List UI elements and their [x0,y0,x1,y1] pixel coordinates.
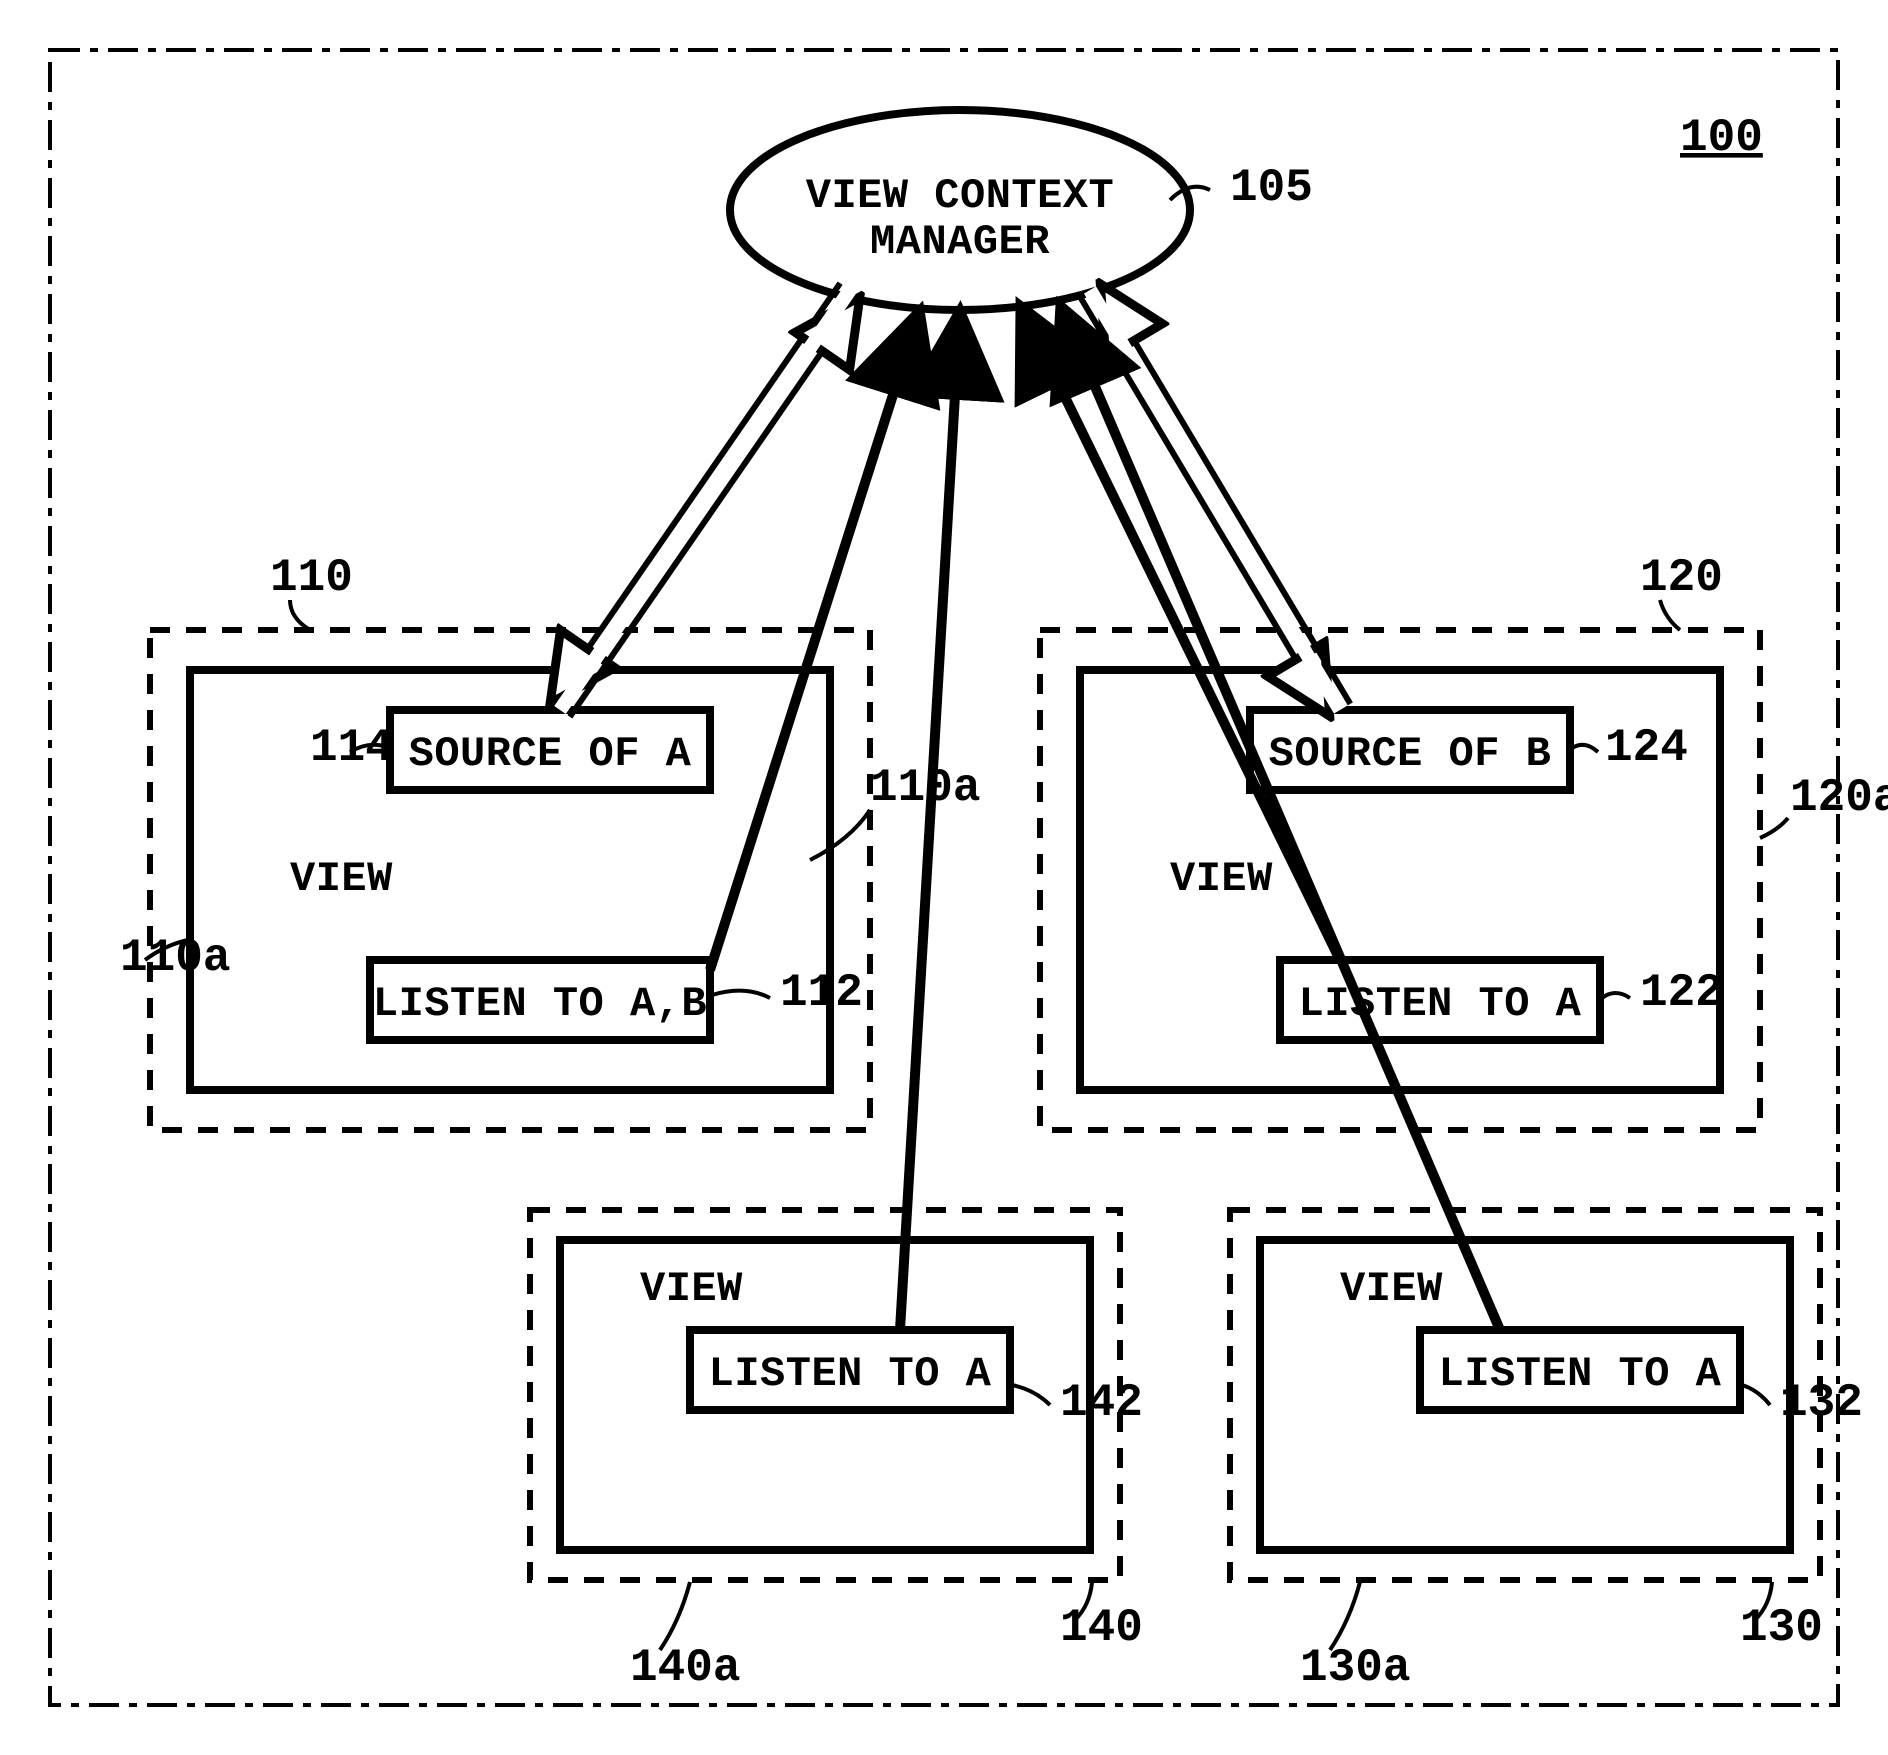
node-src_b-label: SOURCE OF B [1269,730,1552,778]
ref-label-132: 132 [1780,1377,1863,1429]
ref-label-110a: 110a [120,932,230,984]
node-listen_a_130-label: LISTEN TO A [1439,1350,1722,1398]
node-listen_a_120-label: LISTEN TO A [1299,980,1582,1028]
ref-label-112: 112 [780,967,863,1019]
ref-label-140a: 140a [630,1642,740,1694]
node-view130-innerlabel: VIEW [1340,1265,1443,1313]
ref-label-140: 140 [1060,1602,1143,1654]
ref-label-110: 110 [270,552,353,604]
node-src_a-label: SOURCE OF A [409,730,692,778]
ref-label-130a: 130a [1300,1642,1410,1694]
ref-label-130: 130 [1740,1602,1823,1654]
node-listen_a_140-label: LISTEN TO A [709,1350,992,1398]
node-listen_ab-label: LISTEN TO A,B [373,980,707,1028]
node-view110-innerlabel: VIEW [290,855,393,903]
figure-ref-label: 100 [1680,112,1763,164]
ref-label-105: 105 [1230,162,1313,214]
ref-label-142: 142 [1060,1377,1143,1429]
node-view140-innerlabel: VIEW [640,1265,743,1313]
ref-label-120: 120 [1640,552,1723,604]
ref-label-124: 124 [1605,722,1688,774]
node-view120-innerlabel: VIEW [1170,855,1273,903]
ref-label-122: 122 [1640,967,1723,1019]
ref-label-114: 114 [310,722,393,774]
ref-label-110a: 110a [870,762,980,814]
view-context-diagram: VIEW CONTEXTMANAGERVIEWSOURCE OF ALISTEN… [0,0,1888,1755]
ref-label-120a: 120a [1790,772,1888,824]
